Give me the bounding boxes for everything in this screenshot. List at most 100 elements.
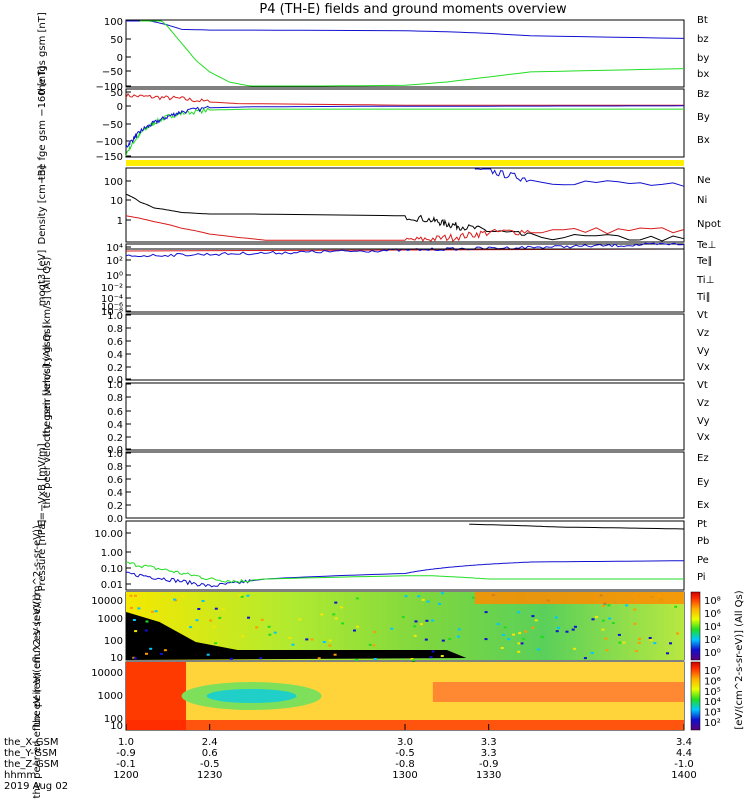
legend-entry: Vz — [697, 328, 709, 339]
plot-title: P4 (TH-E) fields and ground moments over… — [259, 2, 567, 17]
colorbar-tick-label: 10⁰ — [704, 648, 721, 659]
y-tick-label: 0.4 — [107, 488, 123, 499]
spectrogram-pixel — [414, 620, 418, 623]
legend-entry: Ex — [697, 500, 709, 511]
legend-entry: By — [697, 112, 710, 123]
time-axis: the_X-GSM the_Y-GSM the_Z-GSM hhmm 2019 … — [4, 737, 697, 792]
spectrogram-pixel — [390, 627, 394, 630]
y-tick-label: 10⁻² — [101, 283, 123, 294]
spectrogram-pixel — [618, 641, 622, 644]
spectrogram-pixel — [320, 613, 324, 616]
time-axis-value: 1330 — [476, 770, 501, 781]
colorbar-tick-label: 10⁴ — [704, 697, 721, 708]
legend-entry: Vt — [697, 380, 708, 391]
spectrogram-pixel — [648, 637, 652, 639]
spectrogram-pixel — [413, 634, 417, 637]
spectrogram-pixel — [601, 604, 605, 607]
panel-frame — [125, 520, 685, 591]
spectrogram-pixel — [634, 650, 638, 653]
y-tick-label: 10⁰ — [106, 271, 123, 282]
spectrogram-pixel — [137, 607, 141, 610]
y-axis-label: Pressure [nPa] — [37, 520, 48, 592]
spectrogram-pixel — [590, 652, 594, 654]
y-tick-label: 0.8 — [107, 393, 123, 404]
y-tick-label: 10000 — [91, 668, 123, 679]
spectrogram-pixel — [573, 625, 577, 628]
y-tick-label: −100 — [96, 137, 123, 148]
spectrogram-pixel — [633, 608, 637, 611]
spectrogram-pixel — [241, 635, 245, 638]
legend-entry: Te⊥ — [696, 240, 716, 251]
spectrogram-pixel — [310, 638, 314, 641]
time-axis-value: -0.9 — [479, 759, 499, 770]
spectrogram-pixel — [669, 642, 672, 645]
spectrogram-pixel — [268, 633, 272, 636]
spectrogram-pixel — [595, 616, 598, 618]
colorbar-tick-label: 10³ — [704, 708, 721, 719]
spectrogram-pixel — [573, 647, 577, 650]
spectrogram-pixel — [214, 607, 218, 610]
series-line — [125, 193, 685, 242]
colorbar-tick-label: 10² — [704, 635, 721, 646]
y-axis-label: the peer velocity gsm [km/s] (All Qs) — [42, 324, 53, 508]
time-axis-value: 1400 — [671, 770, 696, 781]
spectrogram-pixel — [333, 653, 337, 656]
axis-row-label-z: the_Z-GSM — [4, 759, 59, 770]
y-axis-label: Density [cm−3] — [37, 165, 48, 244]
series-line — [125, 107, 684, 156]
y-tick-label: 10² — [106, 256, 123, 267]
y-tick-label: 10⁻⁸ — [101, 307, 123, 318]
spectrogram-pixel — [328, 639, 332, 642]
y-tick-label: 1 — [117, 216, 123, 227]
y-tick-label: 0.4 — [107, 350, 123, 361]
spectrogram-pixel — [517, 642, 521, 645]
spectrogram-pixel — [653, 642, 657, 645]
legend-entry: Ey — [697, 477, 709, 488]
legend-entry: Ni — [697, 195, 707, 206]
spectrogram-pixel — [260, 618, 264, 621]
series-line — [474, 168, 685, 187]
spectrogram-pixel — [457, 628, 461, 631]
electron-spectrogram-band — [432, 682, 684, 702]
legend-entry: Bx — [697, 135, 710, 146]
spectrogram-pixel — [401, 616, 405, 619]
legend-entry: Vt — [697, 310, 708, 321]
spectrogram-pixel — [201, 600, 205, 602]
spectrogram-pixel — [431, 650, 435, 653]
y-tick-label: 10 — [110, 653, 123, 664]
spectrogram-pixel — [522, 637, 526, 640]
panel-frame — [125, 382, 685, 451]
axis-row-label-y: the_Y-GSM — [4, 748, 57, 759]
y-tick-label: 0.8 — [107, 324, 123, 335]
y-axis-label: the peir en eflux eV (eV/(cm^2-s-sr-eV)) — [32, 525, 43, 727]
spectrogram-pixel — [604, 637, 608, 640]
ion-spectrogram-gap — [126, 612, 467, 660]
spectrogram-pixel — [144, 629, 148, 632]
y-tick-label: 0.2 — [107, 433, 123, 444]
colorbar-tick-label: 10² — [704, 718, 721, 729]
spectrogram-pixel — [501, 633, 505, 636]
electron-spectrogram-hot-region — [126, 662, 186, 730]
spectrogram-pixel — [555, 630, 559, 633]
spectrogram-pixel — [247, 616, 250, 619]
spectrogram-pixel — [154, 610, 158, 613]
time-axis-value: 4.4 — [676, 748, 692, 759]
y-tick-label: 0.6 — [107, 407, 123, 418]
colorbar-tick-label: 10⁶ — [704, 609, 721, 620]
legend-entry: bx — [697, 69, 709, 80]
spectrogram-pixel — [288, 637, 292, 639]
spectrogram-pixel — [129, 594, 133, 597]
spectrogram-pixel — [429, 656, 433, 659]
spectrogram-pixel — [214, 642, 218, 645]
spectrogram-pixel — [149, 647, 153, 650]
y-tick-label: 10 — [110, 196, 123, 207]
series-line — [125, 215, 685, 242]
time-axis-value: 3.3 — [481, 748, 497, 759]
spectrogram-pixel — [328, 644, 332, 647]
spectrogram-pixel — [440, 655, 444, 657]
colorbar-tick-label: 10⁵ — [704, 687, 721, 698]
spectrogram-pixel — [332, 613, 336, 616]
time-axis-value: -0.1 — [116, 759, 136, 770]
panels: the fgs gsm [nT] 100500−50−100Btbzbybxthe… — [32, 12, 721, 798]
